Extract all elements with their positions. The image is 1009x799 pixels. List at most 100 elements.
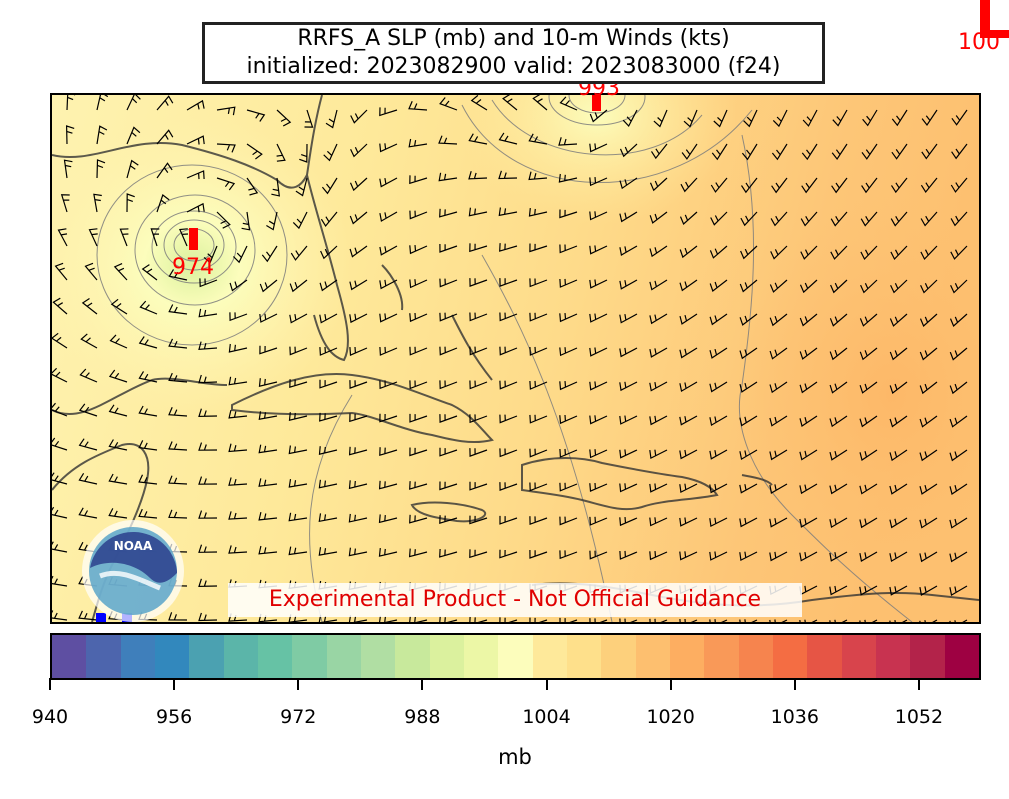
wind-barb <box>859 483 878 495</box>
wind-barb <box>739 381 758 393</box>
wind-barb <box>559 209 578 219</box>
colorbar-segment <box>738 635 773 678</box>
wind-barb <box>829 551 848 562</box>
wind-barb <box>619 143 638 158</box>
colorbar-tick <box>49 678 51 690</box>
wind-barb <box>319 313 338 324</box>
wind-barb <box>802 109 818 127</box>
wind-barb <box>653 109 668 128</box>
wind-barb <box>951 109 968 126</box>
wind-barb <box>739 313 758 326</box>
wind-barb <box>78 610 98 621</box>
wind-barb <box>52 367 68 383</box>
wind-barb <box>258 444 278 454</box>
wind-barb <box>198 374 218 384</box>
wind-barb <box>950 211 968 227</box>
wind-barb <box>199 278 218 288</box>
wind-barb <box>379 177 398 188</box>
wind-barb <box>156 129 174 145</box>
wind-barb <box>304 109 314 128</box>
colorbar-tick <box>297 678 300 690</box>
wind-barb <box>138 336 158 349</box>
wind-barb <box>498 132 518 145</box>
wind-barb <box>649 618 668 622</box>
wind-barb <box>949 381 968 395</box>
wind-barb <box>108 369 128 383</box>
wind-barb <box>890 177 908 194</box>
map-panel <box>50 93 981 624</box>
wind-barb <box>228 443 248 453</box>
wind-barb <box>408 548 428 558</box>
wind-barb <box>891 143 908 160</box>
wind-barb <box>348 480 368 490</box>
wind-barb <box>649 551 668 561</box>
wind-barb <box>198 612 218 622</box>
colorbar-tick-label: 1036 <box>770 706 819 728</box>
wind-barb <box>739 619 758 622</box>
wind-barb <box>619 245 638 256</box>
wind-barb <box>619 347 638 358</box>
colorbar-ticks: 940 956 972 988 1004 1020 1036 1052 <box>32 678 981 728</box>
wind-barb <box>649 279 668 291</box>
title-line-1: RRFS_A SLP (mb) and 10-m Winds (kts) <box>297 26 730 51</box>
wind-barb <box>469 616 488 622</box>
wind-barb <box>919 517 938 529</box>
wind-barb <box>949 619 968 622</box>
wind-barb <box>271 177 281 197</box>
wind-barb <box>649 313 668 325</box>
wind-barb <box>246 177 259 196</box>
wind-barb <box>499 414 518 424</box>
wind-barb <box>949 483 968 495</box>
wind-barb <box>679 517 698 527</box>
wind-barb <box>409 380 428 390</box>
colorbar-tick <box>173 678 176 690</box>
wind-barb <box>439 346 458 356</box>
wind-barb <box>649 483 668 493</box>
wind-barb <box>186 170 205 180</box>
wind-barb <box>438 135 458 145</box>
wind-barb <box>950 279 968 294</box>
wind-barb <box>589 313 608 323</box>
wind-barb <box>499 448 518 458</box>
map-canvas <box>52 95 979 622</box>
wind-barb <box>318 513 338 523</box>
wind-barb <box>679 313 698 325</box>
wind-barb <box>228 477 248 486</box>
wind-barb <box>295 177 308 197</box>
wind-barb <box>138 405 158 417</box>
wind-barb <box>589 109 608 123</box>
wind-barb <box>469 515 488 525</box>
wind-barb <box>499 346 518 356</box>
wind-barb <box>65 125 75 145</box>
colorbar-unit-label: mb <box>498 745 532 769</box>
wind-barb <box>919 381 938 395</box>
wind-barb <box>289 379 308 389</box>
wind-barb <box>619 381 638 392</box>
wind-barb <box>290 245 308 261</box>
wind-barb <box>379 211 398 222</box>
colorbar-segment <box>52 635 87 678</box>
wind-barb <box>348 615 368 622</box>
wind-barb <box>739 347 758 360</box>
wind-barb <box>679 483 698 494</box>
wind-barb <box>831 177 848 194</box>
wind-barb <box>890 211 908 227</box>
wind-barb <box>379 143 398 153</box>
wind-barb <box>529 516 548 526</box>
wind-barb <box>529 414 548 424</box>
wind-barb <box>468 133 488 145</box>
colorbar-segment <box>360 635 396 678</box>
wind-barb <box>228 511 248 520</box>
wind-barb <box>439 616 458 622</box>
wind-barb <box>319 412 338 422</box>
wind-barb <box>350 143 368 158</box>
wind-barb <box>198 308 218 318</box>
wind-barb <box>859 585 878 596</box>
colorbar-tick <box>793 678 796 690</box>
wind-barb <box>379 346 398 356</box>
wind-barb <box>740 245 758 260</box>
wind-barb <box>859 347 878 361</box>
wind-barb <box>951 143 968 160</box>
wind-barb <box>920 211 938 227</box>
wind-barb <box>713 109 728 128</box>
